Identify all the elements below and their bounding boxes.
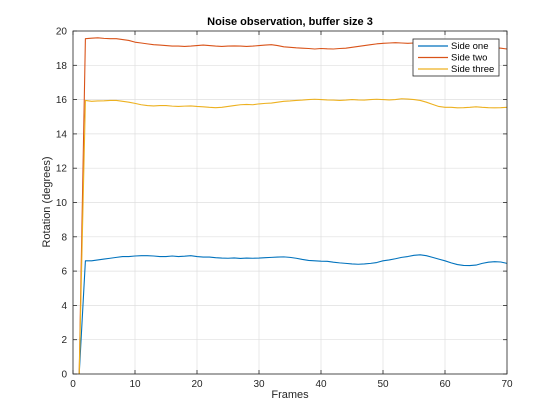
series-line-side-three (78, 98, 508, 375)
x-tick-label: 30 (253, 379, 265, 390)
series-line-side-one (78, 254, 508, 375)
y-tick-label: 2 (61, 335, 67, 346)
y-tick-label: 12 (56, 164, 68, 175)
x-tick-label: 40 (315, 379, 327, 390)
x-tick-label: 70 (501, 379, 513, 390)
y-tick-label: 18 (56, 61, 68, 72)
legend-label-side-one: Side one (451, 41, 489, 52)
x-tick-label: 0 (70, 379, 76, 390)
y-tick-label: 20 (56, 27, 68, 38)
y-tick-label: 16 (56, 95, 68, 106)
legend: Side one Side two Side three (412, 38, 500, 77)
y-tick-label: 6 (61, 267, 67, 278)
axis-ticks: 0 10 20 30 40 50 60 70 0 2 4 6 8 10 12 14 16 18 20 (56, 27, 513, 391)
y-tick-label: 14 (56, 129, 68, 140)
legend-label-side-three: Side three (451, 64, 494, 75)
y-tick-label: 8 (61, 232, 67, 243)
x-tick-label: 50 (377, 379, 389, 390)
y-axis-label: Rotation (degrees) (41, 156, 53, 247)
x-tick-label: 20 (191, 379, 203, 390)
x-tick-label: 60 (439, 379, 451, 390)
y-tick-label: 10 (56, 198, 68, 209)
y-tick-label: 4 (61, 301, 67, 312)
legend-label-side-two: Side two (451, 53, 487, 64)
chart-title: Noise observation, buffer size 3 (207, 16, 373, 28)
y-tick-label: 0 (61, 370, 67, 381)
x-axis-label: Frames (271, 389, 309, 401)
x-tick-label: 10 (129, 379, 141, 390)
